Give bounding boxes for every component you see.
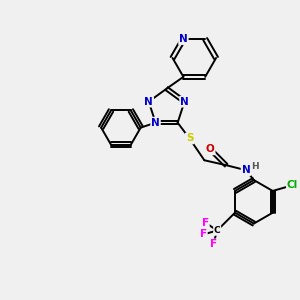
Text: C: C [214, 226, 220, 235]
Text: F: F [202, 218, 209, 228]
Text: Cl: Cl [287, 180, 298, 190]
Text: S: S [186, 134, 193, 143]
Text: N: N [179, 34, 188, 44]
Text: H: H [251, 162, 259, 171]
Text: N: N [151, 118, 160, 128]
Text: N: N [242, 165, 250, 175]
Text: F: F [210, 239, 217, 249]
Text: N: N [144, 97, 153, 107]
Text: N: N [180, 97, 189, 107]
Text: O: O [206, 144, 215, 154]
Text: F: F [200, 230, 207, 239]
